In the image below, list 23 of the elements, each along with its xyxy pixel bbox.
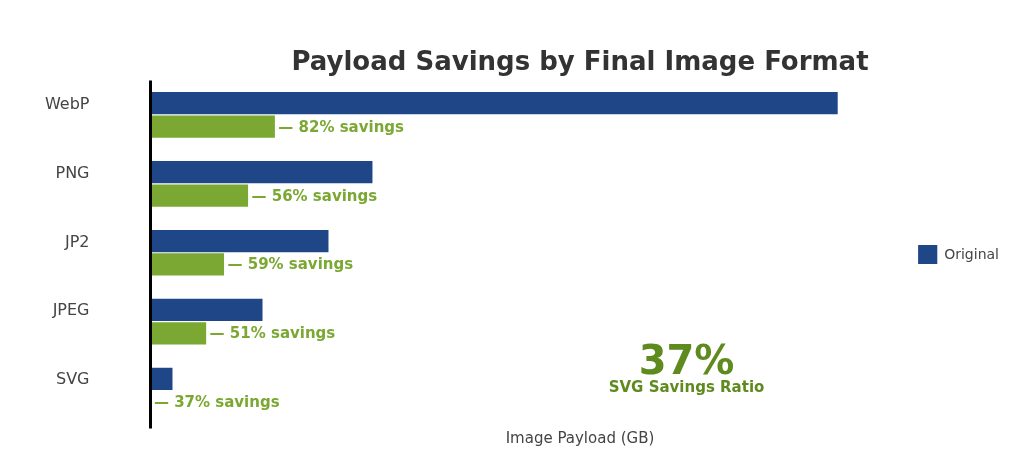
y-tick-label: WebP — [44, 93, 90, 113]
legend-label: Original — [944, 246, 999, 262]
bar — [150, 92, 838, 115]
bar — [150, 253, 225, 276]
bar — [150, 115, 275, 138]
y-tick-label: PNG — [55, 162, 90, 182]
y-tick-label: JPEG — [51, 300, 90, 320]
bar — [150, 298, 263, 322]
x-axis-title: Image Payload (GB) — [505, 428, 655, 447]
y-tick-label: JP2 — [63, 231, 90, 251]
annotation: — 59% savings — [227, 255, 354, 274]
bar — [150, 367, 173, 391]
y-tick-label: SVG — [56, 369, 90, 389]
chart-title: Payload Savings by Final Image Format — [291, 45, 869, 76]
bar — [150, 161, 373, 184]
annotation: — 51% savings — [209, 324, 336, 343]
annotation: — 82% savings — [278, 117, 405, 136]
bar — [150, 184, 249, 207]
annotation: — 56% savings — [251, 186, 378, 205]
bar — [150, 322, 207, 345]
annotation: SVG Savings Ratio — [608, 378, 765, 397]
bar — [150, 229, 329, 253]
annotation: — 37% savings — [153, 393, 280, 412]
